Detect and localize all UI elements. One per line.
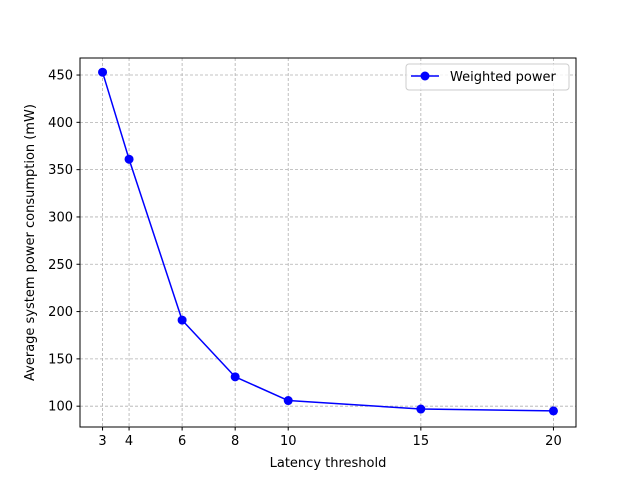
y-tick-label: 300 xyxy=(48,210,73,225)
ticks: 3 4 6 8 10 15 20 100 150 200 250 300 350 400 450 xyxy=(48,69,562,449)
y-tick-label: 150 xyxy=(48,352,73,367)
y-tick-label: 200 xyxy=(48,305,73,320)
data-point xyxy=(283,396,293,406)
x-tick-label: 6 xyxy=(178,434,186,449)
data-point xyxy=(416,404,426,414)
plot-frame xyxy=(79,57,577,428)
legend-marker xyxy=(420,71,430,81)
legend: Weighted power xyxy=(405,63,570,91)
legend-entry: Weighted power xyxy=(450,70,557,85)
x-tick-label: 15 xyxy=(413,434,430,449)
data-point xyxy=(124,154,134,164)
legend-box xyxy=(405,63,570,91)
y-tick-label: 250 xyxy=(48,258,73,273)
data-point xyxy=(98,67,108,77)
y-tick-label: 450 xyxy=(48,69,73,84)
x-tick-label: 4 xyxy=(125,434,133,449)
data-point xyxy=(230,372,240,382)
y-tick-label: 100 xyxy=(48,400,73,415)
grid xyxy=(80,58,576,427)
series-layer xyxy=(98,67,558,416)
data-point xyxy=(177,315,187,325)
data-point xyxy=(548,406,558,416)
y-axis-label: Average system power consumption (mW) xyxy=(23,104,38,381)
y-tick-label: 400 xyxy=(48,116,73,131)
x-tick-label: 20 xyxy=(545,434,562,449)
x-tick-label: 8 xyxy=(231,434,239,449)
x-axis-label: Latency threshold xyxy=(270,456,387,471)
x-tick-label: 10 xyxy=(280,434,297,449)
y-tick-label: 350 xyxy=(48,163,73,178)
x-tick-label: 3 xyxy=(98,434,106,449)
